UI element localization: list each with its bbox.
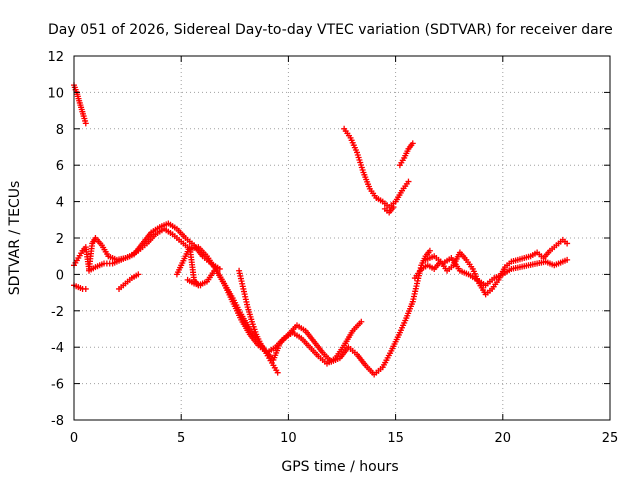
x-axis-label: GPS time / hours: [281, 459, 398, 475]
data-point: [405, 178, 412, 185]
data-point: [197, 282, 204, 289]
y-tick-label: -4: [51, 341, 64, 356]
y-tick-label: 6: [56, 159, 64, 174]
y-axis-ticks: -8 -6 -4 -2 0 2 4 6 8 10 12: [47, 50, 610, 429]
x-axis-ticks: 0 5 10 15 20 25: [70, 56, 618, 446]
data-point: [274, 369, 281, 376]
y-tick-label: 2: [56, 232, 64, 247]
y-axis-label: SDTVAR / TECUs: [7, 181, 23, 296]
y-tick-label: -8: [51, 414, 64, 429]
y-tick-label: 10: [47, 86, 64, 101]
data-point: [135, 271, 142, 278]
series-arc-11: [396, 140, 416, 169]
data-point: [409, 140, 416, 147]
series-arc-7: [184, 276, 204, 289]
y-tick-label: -6: [51, 378, 64, 393]
y-tick-label: 0: [56, 268, 64, 283]
series-arc-9: [341, 125, 412, 211]
data-point: [426, 247, 433, 254]
x-tick-label: 5: [177, 431, 185, 446]
series-arc-6: [173, 244, 433, 378]
y-tick-label: 8: [56, 123, 64, 138]
y-tick-label: 4: [56, 196, 64, 211]
data-points: [71, 82, 571, 378]
data-point: [390, 204, 397, 211]
series-arc-5: [116, 271, 142, 292]
series-arc-10: [381, 204, 397, 216]
y-tick-label: -2: [51, 305, 64, 320]
x-tick-label: 15: [387, 431, 404, 446]
y-tick-label: 12: [47, 50, 64, 65]
x-tick-label: 25: [602, 431, 619, 446]
x-tick-label: 20: [495, 431, 512, 446]
series-arc-13: [422, 253, 571, 289]
x-tick-label: 0: [70, 431, 78, 446]
series-arc-8: [236, 267, 281, 376]
x-tick-label: 10: [280, 431, 297, 446]
data-point: [82, 285, 89, 292]
series-arc-4: [86, 225, 365, 367]
data-point: [82, 120, 89, 127]
data-point: [564, 240, 571, 247]
data-point: [564, 256, 571, 263]
chart-title: Day 051 of 2026, Sidereal Day-to-day VTE…: [48, 22, 613, 38]
data-point: [358, 318, 365, 325]
series-arc-12: [411, 236, 571, 298]
